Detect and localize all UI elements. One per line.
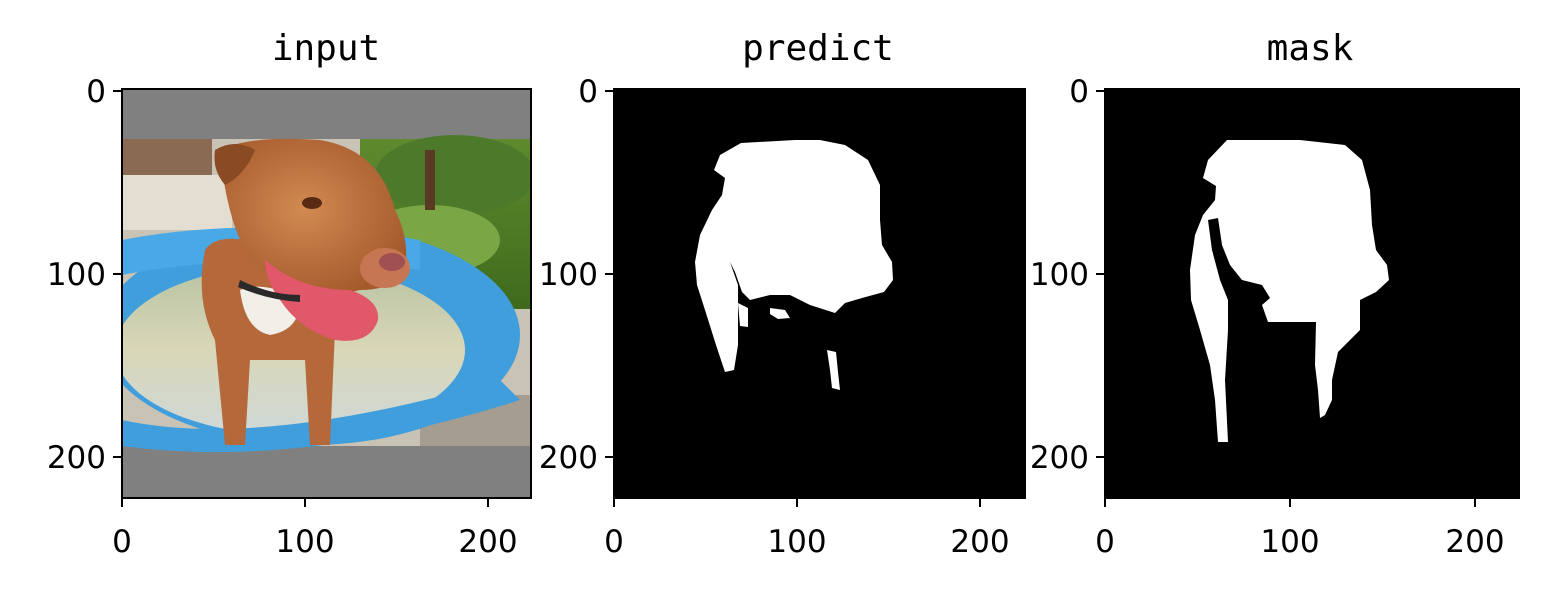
axes-frame-input [121,88,532,499]
padding-band-top [122,89,531,139]
x-tick-label: 0 [604,524,624,560]
x-tick-label: 100 [1260,524,1319,560]
panel-title-mask: mask [1267,28,1354,69]
panel-title-input: input [272,28,380,69]
y-ticks-input: 0 100 200 [47,74,122,476]
panel-predict: predict 0 100 200 0 100 200 [539,28,1026,560]
x-ticks-predict: 0 100 200 [604,498,1010,560]
y-tick-label: 200 [47,440,106,476]
y-tick-label: 100 [1030,257,1089,293]
x-tick-label: 0 [112,524,132,560]
predict-foreground [695,140,893,390]
y-ticks-mask: 0 100 200 [1030,74,1105,476]
x-tick-label: 0 [1095,524,1115,560]
y-tick-label: 100 [47,257,106,293]
panel-title-predict: predict [742,28,894,69]
y-tick-label: 0 [578,74,598,110]
y-tick-label: 0 [86,74,106,110]
input-image [122,89,531,498]
axes-frame-mask [1104,88,1520,499]
y-tick-label: 200 [1030,440,1089,476]
panel-mask: mask 0 100 200 0 100 200 [1030,28,1520,560]
padding-band-bottom [122,446,531,498]
y-ticks-predict: 0 100 200 [539,74,614,476]
panel-input: input [47,28,532,560]
x-ticks-input: 0 100 200 [112,498,518,560]
x-tick-label: 200 [1445,524,1504,560]
y-tick-label: 0 [1069,74,1089,110]
x-tick-label: 200 [950,524,1009,560]
x-tick-label: 100 [767,524,826,560]
x-tick-label: 200 [458,524,517,560]
y-tick-label: 100 [539,257,598,293]
x-tick-label: 100 [275,524,334,560]
mask-foreground [1190,140,1389,442]
y-tick-label: 200 [539,440,598,476]
axes-frame-predict [613,88,1026,499]
x-ticks-mask: 0 100 200 [1095,498,1505,560]
